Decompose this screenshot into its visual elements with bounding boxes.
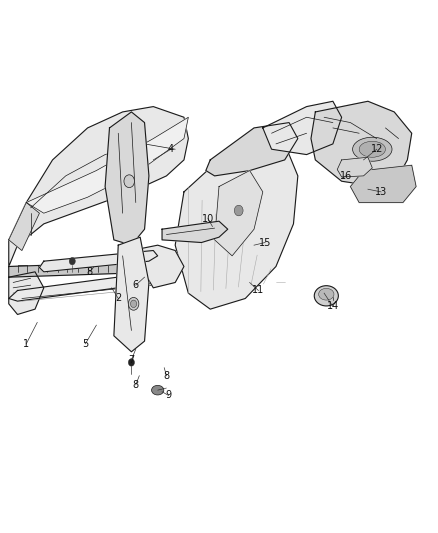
Text: 6: 6: [133, 280, 139, 290]
Polygon shape: [263, 101, 342, 155]
Text: 7: 7: [128, 355, 134, 365]
Text: 10: 10: [202, 214, 214, 223]
Polygon shape: [350, 165, 416, 203]
Polygon shape: [162, 221, 228, 243]
Polygon shape: [215, 171, 263, 256]
Polygon shape: [311, 101, 412, 187]
Text: 5: 5: [82, 339, 88, 349]
Text: 14: 14: [327, 302, 339, 311]
Polygon shape: [206, 123, 298, 176]
Polygon shape: [9, 261, 166, 277]
Polygon shape: [105, 112, 149, 245]
Ellipse shape: [318, 288, 334, 300]
Polygon shape: [9, 272, 166, 301]
Text: 8: 8: [163, 371, 170, 381]
Circle shape: [69, 257, 75, 265]
Text: 9: 9: [166, 391, 172, 400]
Polygon shape: [337, 157, 372, 177]
Ellipse shape: [353, 137, 392, 161]
Polygon shape: [175, 139, 298, 309]
Text: 11: 11: [252, 286, 265, 295]
Polygon shape: [131, 245, 184, 288]
Polygon shape: [9, 107, 188, 266]
Circle shape: [128, 297, 139, 310]
Text: 16: 16: [340, 171, 352, 181]
Polygon shape: [9, 272, 44, 314]
Circle shape: [234, 205, 243, 216]
Text: 4: 4: [168, 144, 174, 154]
Text: 13: 13: [375, 187, 387, 197]
Circle shape: [124, 175, 134, 188]
Ellipse shape: [359, 141, 385, 157]
Text: 15: 15: [259, 238, 271, 247]
Text: 2: 2: [115, 294, 121, 303]
Text: 8: 8: [133, 380, 139, 390]
Circle shape: [131, 300, 137, 308]
Polygon shape: [26, 117, 188, 213]
Ellipse shape: [314, 286, 338, 306]
Text: 1: 1: [23, 339, 29, 349]
Polygon shape: [39, 251, 158, 272]
Text: 12: 12: [371, 144, 383, 154]
Text: 8: 8: [87, 267, 93, 277]
Circle shape: [128, 359, 134, 366]
Ellipse shape: [152, 385, 164, 395]
Polygon shape: [9, 203, 39, 251]
Polygon shape: [114, 237, 149, 352]
